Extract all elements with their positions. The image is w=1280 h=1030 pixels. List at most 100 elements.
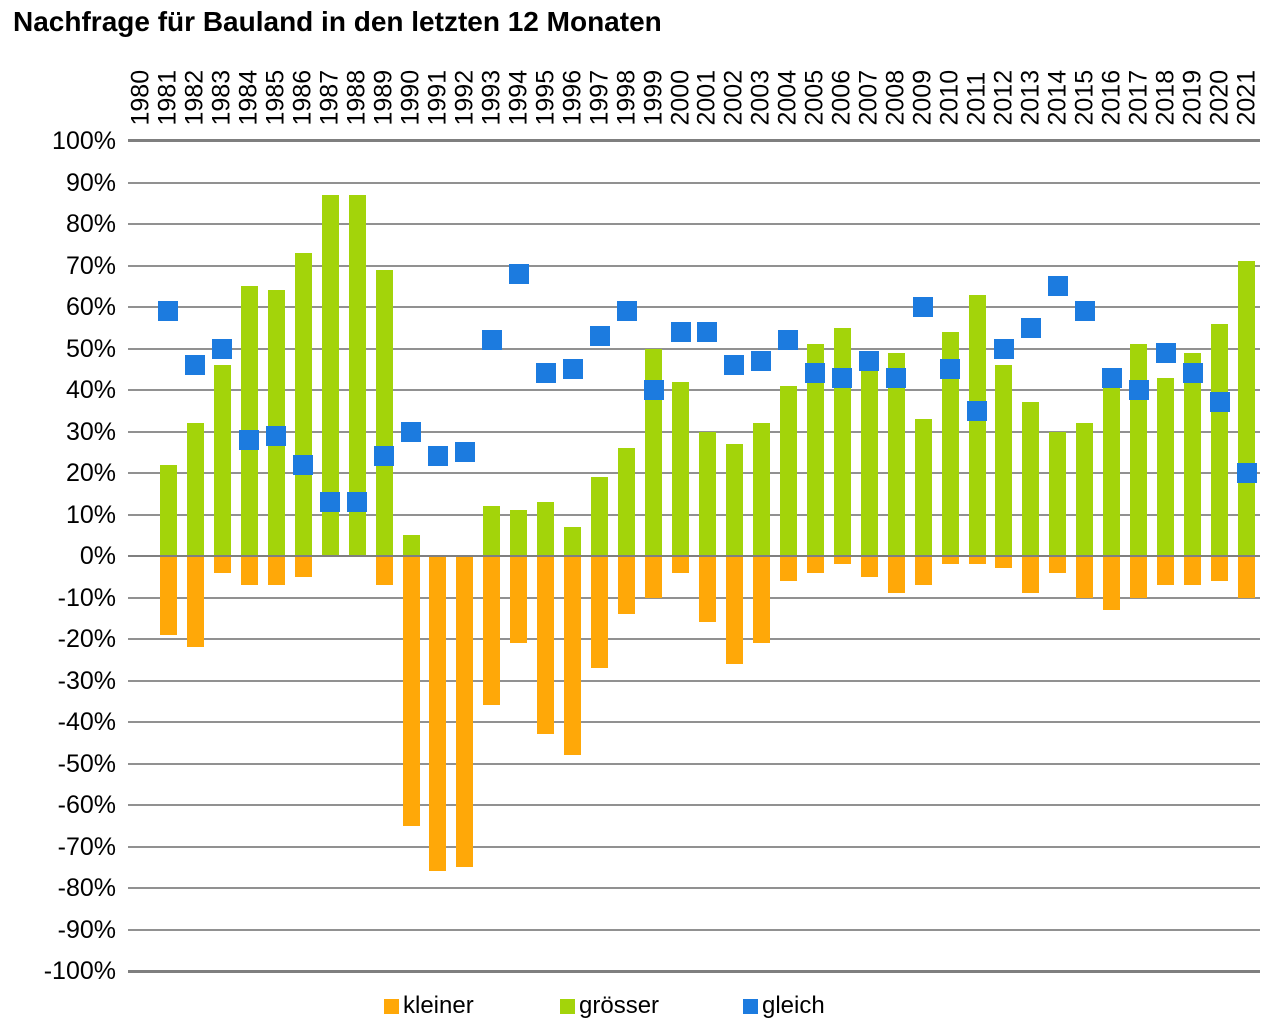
marker-gleich-2010 [940,359,961,380]
gridline-60 [128,306,1260,308]
gridline--10 [128,596,1260,599]
y-axis-label--100: -100% [43,957,116,985]
legend-label-grösser: grösser [579,992,660,1019]
bar-grösser-2021 [1238,261,1256,556]
bar-kleiner-2013 [1022,556,1040,594]
marker-gleich-2014 [1047,276,1068,297]
marker-gleich-1992 [454,442,475,463]
x-axis-label-2015: 2015 [1070,69,1099,126]
x-axis-label-2020: 2020 [1205,69,1234,126]
y-axis-label--70: -70% [57,832,116,861]
y-axis-label--80: -80% [57,874,116,902]
x-axis-label-1995: 1995 [531,69,560,126]
x-axis-label-2012: 2012 [989,69,1018,126]
marker-gleich-1985 [266,425,287,446]
gridline-30 [128,430,1260,433]
legend-swatch-grösser [560,999,575,1014]
bar-kleiner-1999 [645,556,663,598]
marker-gleich-2002 [724,355,745,376]
gridline--60 [128,804,1260,806]
x-axis-label-1993: 1993 [477,69,506,126]
bar-kleiner-2012 [995,556,1013,569]
bar-grösser-1985 [267,290,285,556]
marker-gleich-2013 [1020,317,1041,338]
legend-label-kleiner: kleiner [403,992,474,1019]
x-axis-label-2021: 2021 [1232,69,1261,126]
x-axis-label-1988: 1988 [342,69,371,126]
y-axis-label-10: 10% [65,500,116,529]
x-axis-label-2006: 2006 [827,69,856,126]
bar-kleiner-1983 [213,556,231,573]
legend: kleiner grösser gleich [0,991,1280,1023]
bar-grösser-1987 [321,194,339,556]
bar-kleiner-1992 [456,556,474,868]
x-axis-label-1983: 1983 [207,69,236,126]
bar-grösser-1998 [618,448,636,556]
bar-grösser-2017 [1130,344,1148,556]
x-axis-label-2007: 2007 [854,69,883,126]
bar-kleiner-2004 [779,556,797,581]
x-axis-label-2003: 2003 [746,69,775,126]
x-axis-label-1986: 1986 [288,69,317,126]
bar-grösser-1983 [213,365,231,556]
bar-kleiner-2000 [672,556,690,573]
marker-gleich-1981 [158,301,179,322]
x-axis-label-2009: 2009 [908,69,937,126]
bar-grösser-1996 [564,526,582,556]
marker-gleich-2006 [832,367,853,388]
marker-gleich-1988 [347,492,368,513]
marker-gleich-2007 [859,350,880,371]
marker-gleich-2018 [1155,342,1176,363]
bar-kleiner-2006 [833,556,851,565]
x-axis-label-1989: 1989 [369,69,398,126]
bar-kleiner-2011 [968,556,986,565]
bar-grösser-1982 [186,423,204,556]
plot-bottom-border [128,970,1260,973]
y-axis-label--40: -40% [57,708,116,736]
gridline-70 [128,264,1260,267]
x-axis-label-2019: 2019 [1178,69,1207,126]
x-axis-label-1992: 1992 [450,69,479,126]
x-axis-label-2010: 2010 [935,69,964,126]
x-axis-label-2002: 2002 [719,69,748,126]
marker-gleich-1996 [562,359,583,380]
bar-kleiner-2014 [1049,556,1067,573]
x-axis-label-2000: 2000 [666,69,695,126]
bar-grösser-2013 [1022,402,1040,556]
y-axis-label-20: 20% [65,459,116,487]
bar-kleiner-1984 [240,556,258,586]
gridline--30 [128,679,1260,682]
x-axis-label-1981: 1981 [153,69,182,126]
bar-grösser-2008 [887,352,905,556]
marker-gleich-2003 [751,350,772,371]
plot-top-border [128,139,1260,142]
legend-swatch-kleiner [384,999,399,1014]
marker-gleich-1994 [508,263,529,284]
bar-kleiner-1991 [429,556,447,872]
bar-grösser-1997 [591,477,609,556]
marker-gleich-2009 [913,297,934,317]
y-axis-label-0: 0% [79,542,116,570]
marker-gleich-2016 [1101,367,1122,388]
bar-grösser-1995 [537,502,555,556]
marker-gleich-2008 [886,367,907,388]
bar-grösser-2020 [1211,323,1229,556]
y-axis-label-50: 50% [65,334,116,363]
y-axis-label-30: 30% [65,417,116,446]
bar-grösser-2005 [806,344,824,556]
bar-grösser-2003 [752,423,770,556]
gridline--90 [128,928,1260,931]
marker-gleich-1982 [185,355,206,376]
gridline-90 [128,181,1260,184]
bar-kleiner-2001 [698,556,716,623]
bar-grösser-2001 [698,431,716,556]
bar-grösser-1989 [375,269,393,556]
marker-gleich-2000 [670,321,691,342]
bar-grösser-2006 [833,327,851,556]
bar-kleiner-2015 [1076,556,1094,598]
x-axis-label-1999: 1999 [639,69,668,126]
marker-gleich-1986 [293,454,314,475]
bar-grösser-2019 [1184,352,1202,556]
bar-grösser-2004 [779,385,797,556]
marker-gleich-1984 [239,429,260,450]
